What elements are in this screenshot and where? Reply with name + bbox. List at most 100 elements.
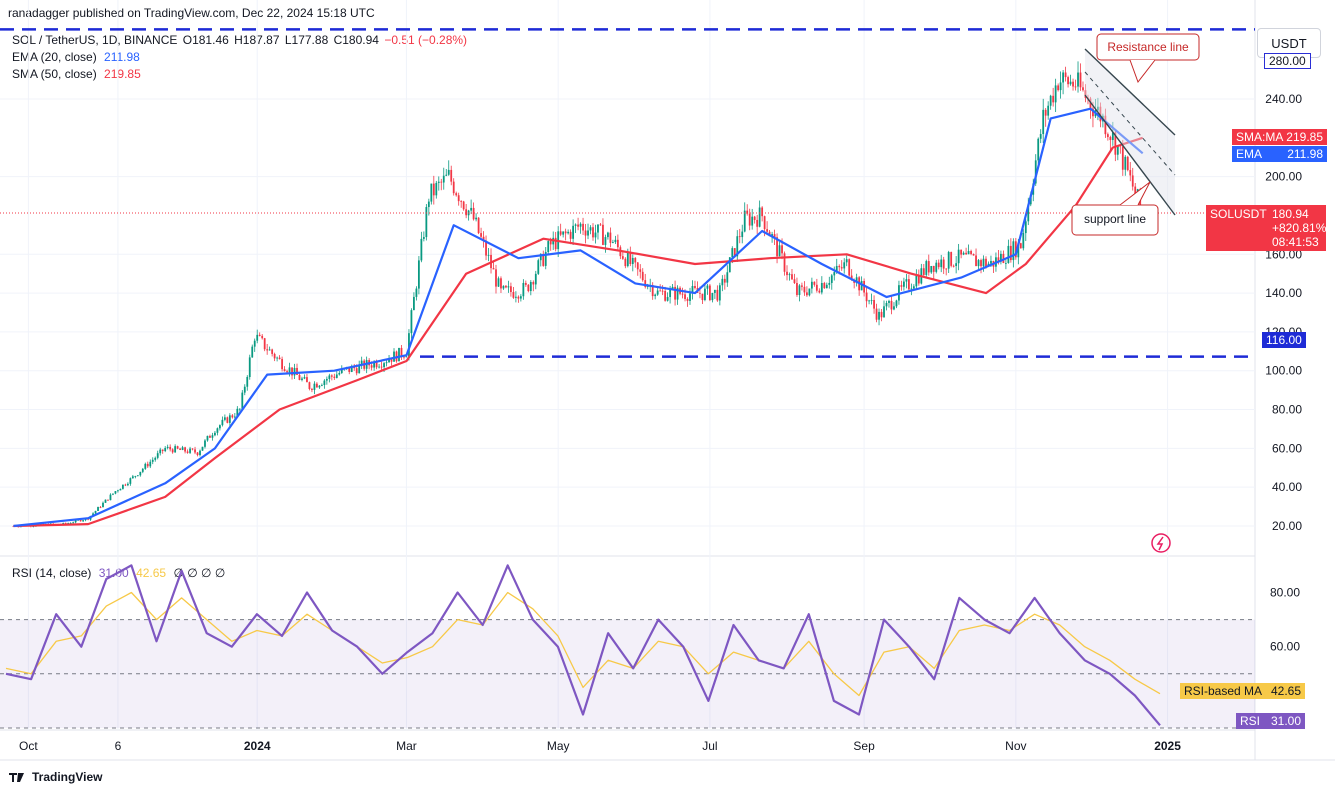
sol-tag-price: 180.94	[1272, 207, 1309, 221]
candle-body	[599, 224, 602, 226]
candle-body	[385, 362, 388, 364]
sma-legend[interactable]: SMA (50, close) 219.85	[12, 67, 141, 81]
candle-body	[291, 367, 293, 376]
candle-body	[686, 298, 689, 301]
candle-body	[604, 237, 607, 245]
candle-body	[840, 267, 843, 269]
candle-body	[813, 281, 816, 285]
candle-body	[524, 282, 527, 285]
candle-body	[997, 257, 1000, 262]
candle-body	[1044, 109, 1047, 116]
candle-body	[828, 282, 831, 285]
candle-body	[895, 300, 898, 307]
level-116-tag: 116.00	[1262, 332, 1306, 348]
candle-body	[699, 292, 701, 294]
candle-body	[238, 408, 241, 410]
candle-body	[733, 248, 736, 257]
x-tick-label: May	[547, 739, 570, 753]
candle-body	[1009, 245, 1012, 261]
lightning-icon[interactable]	[1151, 533, 1171, 553]
candle-body	[798, 285, 801, 295]
candle-body	[465, 209, 468, 216]
candle-body	[139, 471, 142, 476]
candle-body	[706, 285, 709, 289]
candle-body	[1072, 81, 1074, 87]
candle-body	[716, 289, 719, 301]
candle-body	[527, 284, 530, 292]
candle-body	[644, 280, 647, 287]
x-tick-label: Oct	[19, 739, 38, 753]
rsi-tag-value: 31.00	[1270, 714, 1301, 728]
candle-body	[1017, 243, 1020, 258]
candle-body	[281, 359, 283, 370]
candle-body	[930, 265, 933, 273]
candle-body	[261, 335, 264, 339]
candle-body	[873, 299, 875, 309]
candle-body	[830, 275, 833, 283]
candle-body	[214, 432, 216, 436]
candle-body	[400, 347, 403, 357]
candle-body	[216, 428, 219, 433]
candle-body	[689, 293, 691, 301]
candle-body	[358, 364, 361, 374]
candle-body	[1037, 138, 1040, 161]
candle-body	[713, 289, 716, 293]
candle-body	[763, 216, 766, 230]
rsi-legend[interactable]: RSI (14, close) 31.00 42.65 ∅ ∅ ∅ ∅	[12, 566, 225, 580]
candle-body	[246, 377, 249, 387]
candle-body	[271, 349, 274, 354]
tradingview-logo[interactable]: TradingView	[8, 770, 102, 784]
candle-body	[634, 257, 637, 263]
candle-body	[74, 519, 77, 523]
candle-body	[967, 251, 970, 255]
candle-body	[241, 392, 244, 409]
ema-legend[interactable]: EMA (20, close) 211.98	[12, 50, 140, 64]
candle-body	[221, 419, 224, 426]
resistance-line	[1084, 48, 1176, 136]
candle-body	[664, 290, 667, 301]
candle-body	[559, 231, 562, 235]
candle-body	[1007, 245, 1010, 264]
candle-body	[756, 219, 759, 227]
candle-body	[226, 417, 229, 423]
candle-body	[955, 263, 958, 267]
candle-body	[333, 376, 336, 378]
candle-body	[437, 181, 440, 183]
candle-body	[903, 281, 905, 287]
candle-body	[338, 372, 341, 375]
candle-body	[268, 349, 271, 351]
candle-body	[1069, 81, 1072, 85]
candle-body	[335, 374, 338, 378]
candle-body	[355, 368, 358, 374]
candle-body	[482, 236, 485, 241]
candle-body	[204, 440, 206, 447]
candle-body	[587, 230, 589, 236]
candle-body	[318, 385, 321, 388]
rsi-y-tick-label: 60.00	[1270, 640, 1300, 654]
candle-body	[905, 279, 908, 282]
candle-body	[510, 286, 512, 293]
candle-body	[149, 461, 152, 467]
candle-body	[360, 360, 363, 365]
candle-body	[427, 201, 430, 208]
publisher-header: ranadagger published on TradingView.com,…	[8, 6, 375, 20]
candle-body	[972, 253, 975, 256]
candle-body	[783, 253, 786, 272]
rsi-line	[5, 564, 1161, 727]
candle-body	[766, 229, 769, 232]
candle-body	[820, 282, 823, 293]
candle-body	[952, 265, 955, 267]
candle-body	[1092, 108, 1094, 117]
candle-body	[875, 308, 878, 320]
candle-body	[507, 286, 510, 288]
candle-body	[1059, 82, 1062, 91]
candle-body	[209, 435, 211, 438]
candle-body	[323, 380, 326, 385]
candle-body	[129, 478, 132, 484]
candle-body	[231, 415, 234, 418]
candle-body	[219, 425, 221, 429]
candle-body	[977, 260, 980, 267]
ema-price-tag: EMA 211.98	[1232, 146, 1327, 162]
candle-body	[1077, 72, 1079, 87]
